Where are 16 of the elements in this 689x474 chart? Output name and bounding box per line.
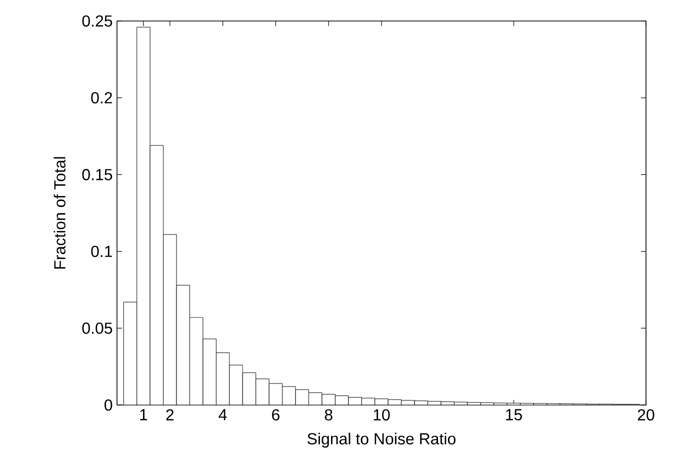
y-tick-label: 0 (104, 399, 112, 411)
x-tick-label: 4 (218, 409, 227, 420)
x-tick-label: 10 (374, 409, 390, 421)
y-tick-label: 0.25 (82, 15, 112, 27)
y-tick-label: 0.1 (91, 246, 112, 258)
x-tick-label: 1 (140, 409, 148, 420)
x-tick-label: 6 (272, 409, 280, 421)
y-axis-title: Fraction of Total (54, 157, 66, 269)
y-tick-label: 0.05 (82, 322, 112, 334)
x-tick-label: 20 (638, 409, 654, 421)
y-tick-label: 0.15 (82, 168, 112, 180)
y-tick-label: 0.2 (91, 92, 112, 104)
x-tick-label: 2 (166, 409, 174, 420)
x-tick-label: 15 (506, 409, 522, 420)
x-tick-label: 8 (324, 409, 332, 421)
x-axis-title: Signal to Noise Ratio (308, 432, 456, 448)
